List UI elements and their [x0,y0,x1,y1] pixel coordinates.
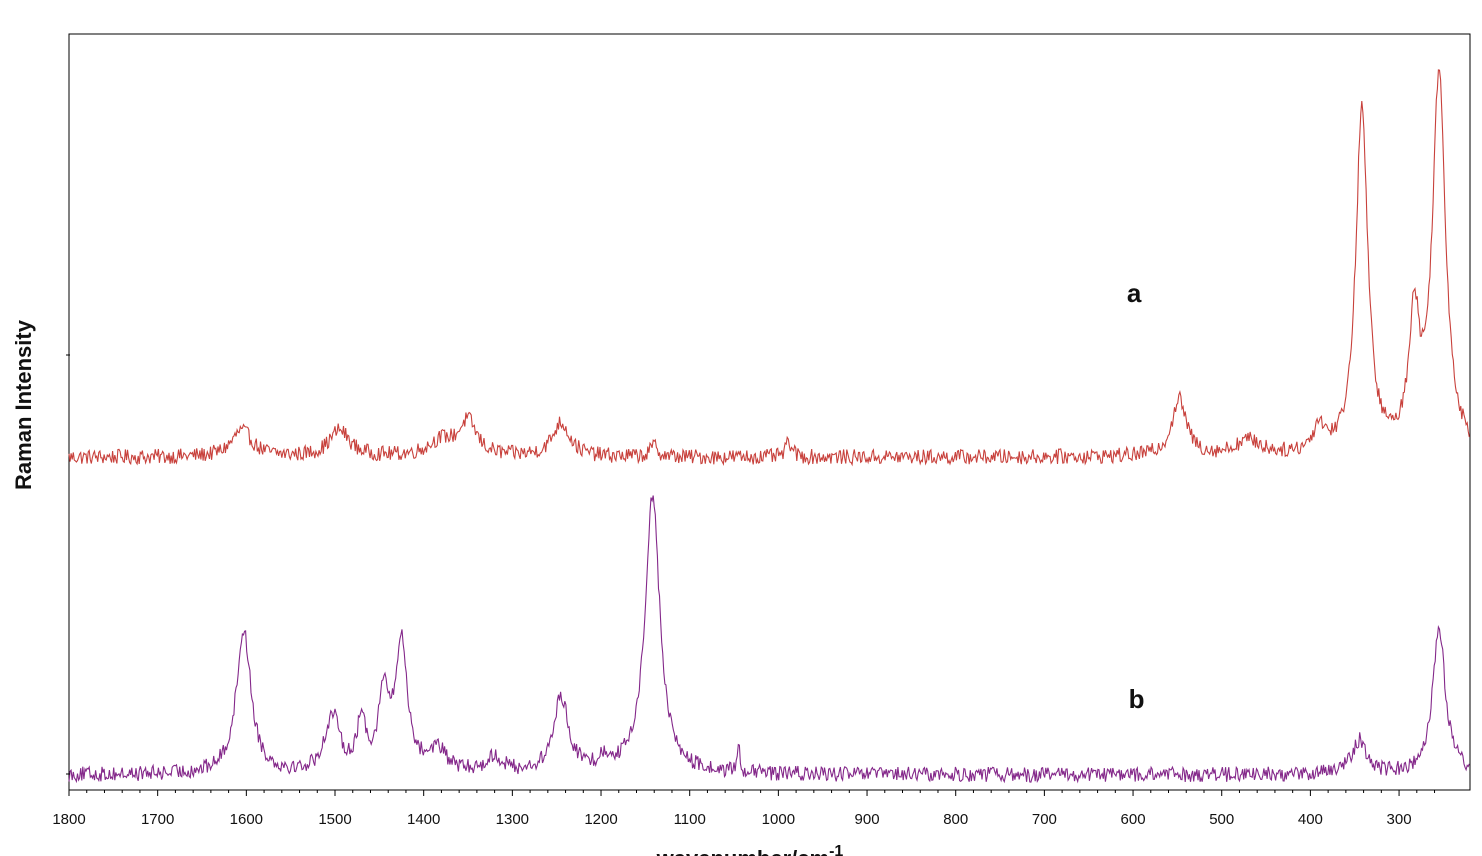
x-tick-label-1000: 1000 [762,811,795,828]
series-labels: ab [1127,278,1145,714]
series-label-a: a [1127,278,1142,308]
x-tick-label-800: 800 [943,811,968,828]
x-tick-label-600: 600 [1121,811,1146,828]
x-tick-label-900: 900 [855,811,880,828]
x-tick-label-500: 500 [1209,811,1234,828]
x-tick-label-1200: 1200 [584,811,617,828]
series-label-b: b [1129,684,1145,714]
x-tick-label-400: 400 [1298,811,1323,828]
x-tick-label-1700: 1700 [141,811,174,828]
y-axis-label: Raman Intensity [11,319,36,490]
x-tick-label-1400: 1400 [407,811,440,828]
x-tick-label-1800: 1800 [52,811,85,828]
x-axis: 1800 1700 1600 1500 1400 1300 1200 1100 1000 900 8… [52,790,1436,828]
plot-frame [68,33,1471,791]
x-tick-label-1100: 1100 [674,811,706,828]
series-line-a [68,69,1470,467]
series-line-b [68,495,1470,784]
series-group [68,69,1470,784]
x-tick-label-1600: 1600 [230,811,263,828]
x-tick-label-1300: 1300 [496,811,529,828]
x-tick-label-1500: 1500 [318,811,351,828]
x-tick-label-700: 700 [1032,811,1057,828]
x-axis-label: wavenumber/cm-1 [656,843,844,856]
x-tick-label-300: 300 [1387,811,1412,828]
